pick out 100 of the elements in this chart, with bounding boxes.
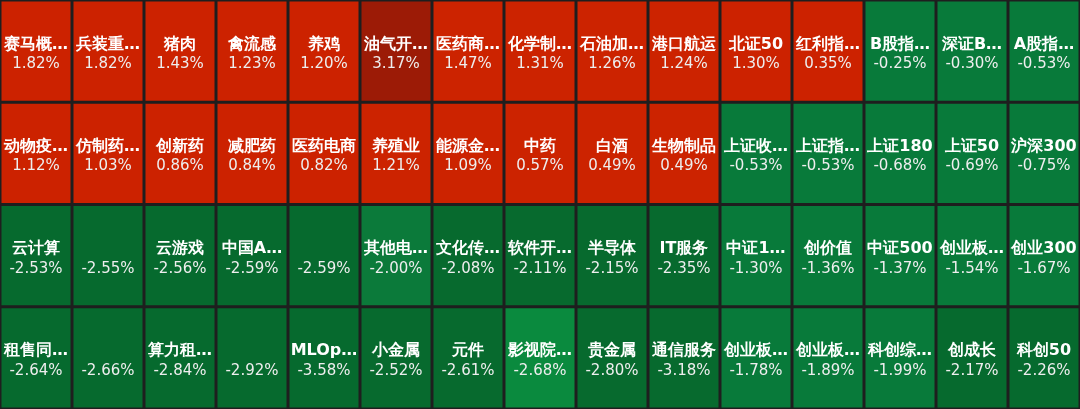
data-label: 0.82% [300,156,348,175]
data-label: -3.18% [657,360,711,379]
data-label: -2.92% [225,360,279,379]
category-label: 赛马概… [3,33,68,53]
data-label: -2.59% [225,258,279,277]
data-label: -2.61% [441,360,495,379]
data-label: -2.55% [81,258,135,277]
data-label: -2.08% [441,258,495,277]
category-label: 创业300 [1010,238,1077,258]
category-label: 创业板… [723,340,788,360]
category-label: 影视院… [507,340,572,360]
category-label: 兵装重… [75,33,140,53]
category-label: 创新药 [155,135,204,155]
category-label: B股指… [869,33,931,53]
data-label: 1.24% [660,54,708,73]
data-label: 3.17% [372,54,420,73]
category-label: 云游戏 [156,238,204,258]
category-label: 减肥药 [228,135,276,155]
category-label: 上证180 [866,135,933,155]
category-label: 猪肉 [163,33,196,53]
category-label: 科创综… [867,340,932,360]
category-label: 医药电商 [292,135,356,155]
data-label: -0.53% [801,156,855,175]
data-label: 1.47% [444,54,492,73]
category-label: 能源金… [436,135,500,155]
data-label: -2.35% [657,258,711,277]
data-label: 1.26% [588,54,636,73]
category-label: 白酒 [596,135,628,155]
category-label: 软件开… [507,238,572,258]
data-label: 1.43% [156,54,204,73]
data-label: -0.53% [1017,54,1071,73]
data-label: 1.12% [12,156,60,175]
category-label: 石油加… [579,33,644,53]
category-label: 半导体 [587,238,637,258]
data-label: -2.59% [297,258,351,277]
data-label: -0.30% [945,54,999,73]
data-label: -1.37% [873,258,927,277]
category-label: 租售同… [3,340,68,360]
data-label: -1.67% [1017,258,1071,277]
data-label: -2.11% [513,258,567,277]
data-label: 0.35% [804,54,852,73]
category-label: 红利指… [795,33,860,53]
category-label: A股指… [1013,33,1075,53]
category-label: 算力租… [147,340,212,360]
category-label: 中药 [524,135,556,155]
data-label: -1.36% [801,258,855,277]
category-label: 禽流感 [227,33,277,53]
data-label: -2.17% [945,360,999,379]
data-label: -2.00% [369,258,423,277]
data-label: 1.09% [444,156,492,175]
data-label: -2.56% [153,258,207,277]
data-label: -2.53% [9,258,63,277]
data-label: 1.31% [516,54,564,73]
category-label: 上证指… [795,135,860,155]
data-label: -2.84% [153,360,207,379]
data-label: -1.54% [945,258,999,277]
category-label: 云计算 [12,238,60,258]
data-label: -2.80% [585,360,639,379]
data-label: -1.30% [729,258,783,277]
category-label: 北证50 [727,33,784,53]
category-label: 养鸡 [307,33,340,53]
data-label: -2.26% [1017,360,1071,379]
category-label: 沪深300 [1010,135,1077,155]
data-label: 1.21% [372,156,420,175]
data-label: -2.66% [81,360,135,379]
category-label: 化学制… [507,33,572,53]
data-label: -0.68% [873,156,927,175]
category-label: 创价值 [803,238,852,258]
data-label: 0.84% [228,156,276,175]
data-label: -2.64% [9,360,63,379]
category-label: 上证50 [943,135,1000,155]
category-label: 贵金属 [587,340,636,360]
category-label: 油气开… [363,33,428,53]
category-label: 中证500 [867,238,933,258]
category-label: 文化传… [435,238,500,258]
category-label: 仿制药… [75,135,140,155]
category-label: MLOp… [290,340,358,360]
data-label: -2.52% [369,360,423,379]
category-label: 元件 [451,340,484,360]
data-label: 1.82% [84,54,132,73]
data-label: 1.23% [228,54,276,73]
data-label: -0.25% [873,54,927,73]
data-label: 0.49% [588,156,636,175]
category-label: 医药商… [436,33,500,53]
category-label: 科创50 [1015,340,1072,360]
data-label: 1.82% [12,54,60,73]
category-label: 小金属 [371,340,420,360]
category-label: 生物制品 [651,135,716,155]
category-label: 养殖业 [371,135,420,155]
data-label: -1.78% [729,360,783,379]
category-label: IT服务 [659,238,709,258]
data-label: 1.03% [84,156,132,175]
data-label: 1.30% [732,54,780,73]
data-label: -0.75% [1017,156,1071,175]
category-label: 创业板… [939,238,1004,258]
category-label: 上证收… [723,135,788,155]
data-label: 0.49% [660,156,708,175]
category-label: 动物疫… [3,135,68,155]
data-label: 1.20% [300,54,348,73]
data-label: -0.53% [729,156,783,175]
